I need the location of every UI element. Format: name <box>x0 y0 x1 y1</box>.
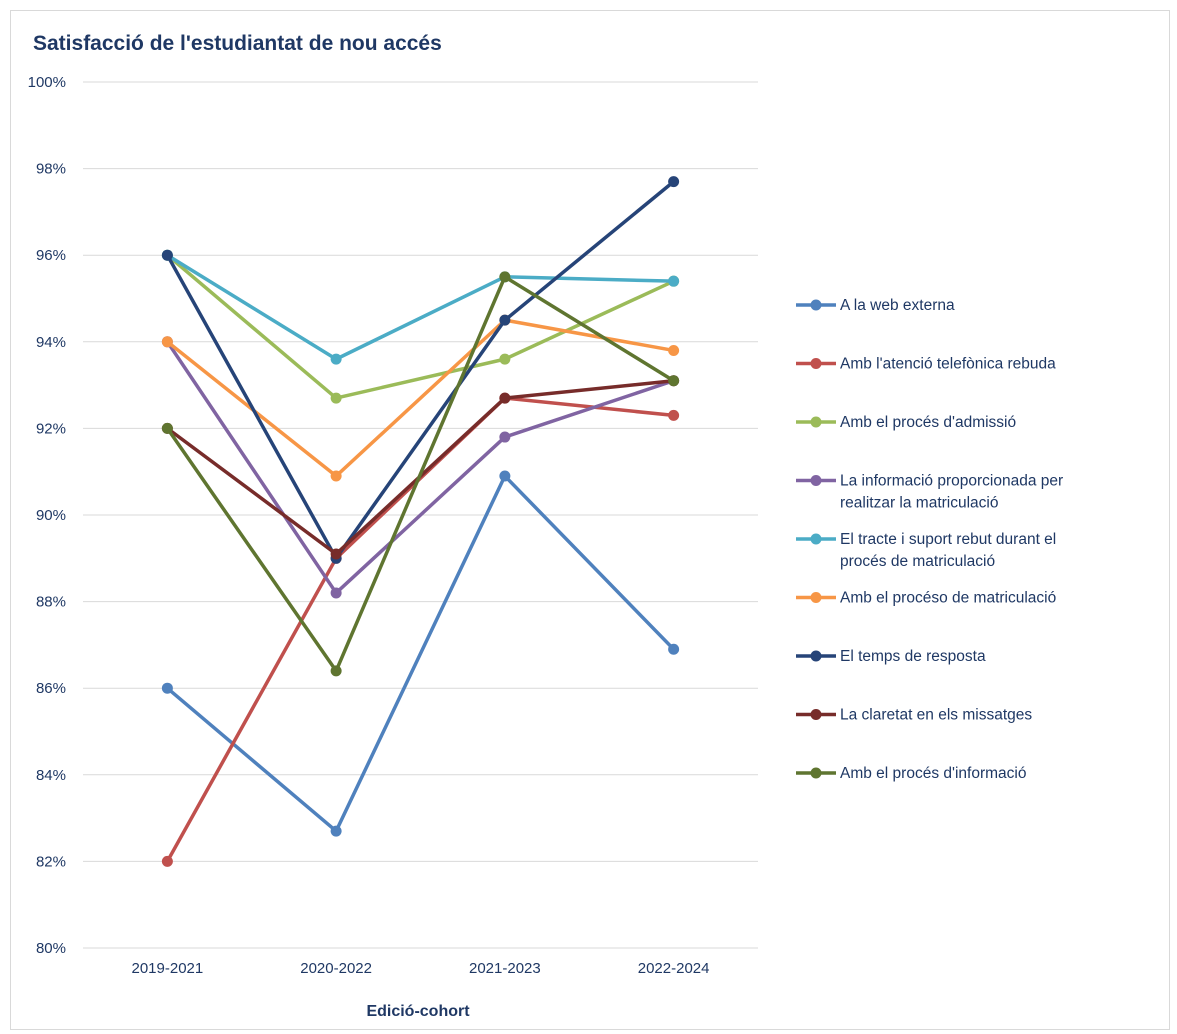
data-point <box>161 682 173 694</box>
data-point <box>668 375 680 387</box>
data-point <box>330 587 342 599</box>
legend-swatch-marker <box>810 709 822 720</box>
y-tick-label: 88% <box>36 594 66 611</box>
legend-item: Amb el procés d'informació <box>796 765 1026 782</box>
legend: A la web externa Amb l'atenció telefònica… <box>796 297 1063 782</box>
series-9 <box>161 271 680 677</box>
x-tick-label: 2019-2021 <box>132 960 204 977</box>
data-point <box>668 344 680 356</box>
data-point <box>330 470 342 482</box>
series-line <box>165 275 676 673</box>
y-tick-label: 96% <box>36 247 66 264</box>
series-line <box>165 474 676 833</box>
series-3 <box>161 249 680 404</box>
legend-swatch-marker <box>810 475 822 486</box>
data-point <box>668 275 680 287</box>
data-point <box>330 548 342 560</box>
y-tick-label: 82% <box>36 853 66 870</box>
legend-label: La informació proporcionada per realitzar… <box>840 473 1063 512</box>
data-point <box>161 422 173 434</box>
x-tick-label: 2020-2022 <box>300 960 372 977</box>
legend-swatch-marker <box>810 592 822 603</box>
data-point <box>499 314 511 326</box>
y-tick-label: 92% <box>36 420 66 437</box>
series-7 <box>161 176 680 564</box>
data-point <box>499 392 511 404</box>
y-tick-label: 86% <box>36 680 66 697</box>
x-tick-label: 2021-2023 <box>469 960 541 977</box>
legend-swatch-marker <box>810 650 822 662</box>
series-5 <box>161 249 680 365</box>
data-point <box>161 855 173 867</box>
legend-item: El temps de resposta <box>796 648 986 665</box>
series-line <box>165 253 676 361</box>
legend-swatch-marker <box>810 299 822 311</box>
series-6 <box>161 314 680 482</box>
y-tick-label: 100% <box>28 74 66 91</box>
legend-swatch-marker <box>810 767 822 779</box>
data-point <box>668 409 680 421</box>
series-line <box>165 253 676 400</box>
legend-label: Amb el procés d'informació <box>840 765 1026 782</box>
data-point <box>499 353 511 365</box>
data-point <box>161 336 173 348</box>
x-axis-label: Edició-cohort <box>366 1003 470 1020</box>
legend-item: La informació proporcionada per realitzar… <box>796 473 1063 512</box>
series-1 <box>161 470 680 837</box>
chart-frame <box>10 10 1170 1030</box>
legend-item: La claretat en els missatges <box>796 707 1032 724</box>
legend-item: Amb l'atenció telefònica rebuda <box>796 356 1056 373</box>
series-line <box>165 340 676 595</box>
legend-swatch-marker <box>810 533 822 545</box>
data-point <box>499 431 511 443</box>
legend-label: La claretat en els missatges <box>840 707 1032 724</box>
data-point <box>668 643 680 655</box>
legend-label: A la web externa <box>840 297 955 314</box>
y-tick-label: 94% <box>36 334 66 351</box>
data-point <box>161 249 173 261</box>
gridlines <box>83 81 758 949</box>
y-tick-label: 98% <box>36 161 66 178</box>
series-4 <box>161 336 680 599</box>
x-tick-label: 2022-2024 <box>638 960 710 977</box>
data-point <box>330 665 342 677</box>
chart-title: Satisfacció de l'estudiantat de nou accé… <box>33 32 442 55</box>
series-lines <box>161 176 680 867</box>
x-axis-ticks: 2019-2021 2020-2022 2021-2023 2022-2024 <box>132 960 710 977</box>
y-tick-label: 84% <box>36 767 66 784</box>
legend-item: Amb el procés d'admissió <box>796 414 1016 431</box>
data-point <box>668 176 680 188</box>
legend-label: Amb el procéso de matriculació <box>840 590 1056 607</box>
legend-swatch-marker <box>810 358 822 369</box>
data-point <box>330 825 342 837</box>
data-point <box>330 392 342 404</box>
legend-swatch-marker <box>810 416 822 428</box>
series-2 <box>161 392 680 867</box>
data-point <box>330 353 342 365</box>
legend-label: El tracte i suport rebut durant el procés… <box>840 531 1056 570</box>
y-axis-ticks: 80% 82% 84% 86% 88% 90% 92% 94% 96% 98% 100% <box>28 74 66 957</box>
y-tick-label: 80% <box>36 940 66 957</box>
data-point <box>499 470 511 482</box>
legend-item: El tracte i suport rebut durant el procés… <box>796 531 1056 570</box>
legend-item: Amb el procéso de matriculació <box>796 590 1056 607</box>
legend-label: Amb l'atenció telefònica rebuda <box>840 356 1056 373</box>
data-point <box>499 271 511 283</box>
legend-item: A la web externa <box>796 297 955 314</box>
y-tick-label: 90% <box>36 507 66 524</box>
legend-label: El temps de resposta <box>840 648 986 665</box>
legend-label: Amb el procés d'admissió <box>840 414 1016 431</box>
series-line <box>165 396 676 864</box>
series-line <box>165 179 676 561</box>
